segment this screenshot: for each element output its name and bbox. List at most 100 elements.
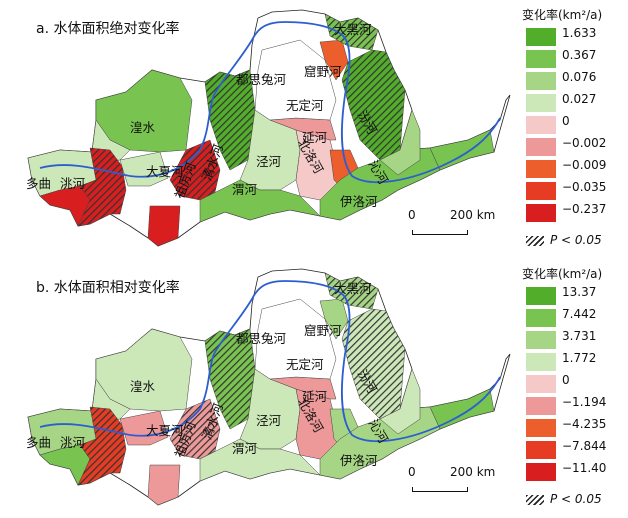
legend-b-label-1: 13.37	[562, 285, 597, 299]
legend-a-label-7: −0.009	[562, 158, 607, 172]
region-daxia	[119, 151, 169, 187]
legend-a-swatch-8	[526, 182, 556, 200]
legend-b-swatch-5	[526, 375, 556, 393]
legend-b-swatch-9	[526, 463, 556, 481]
legend-a-hatch-swatch	[526, 236, 544, 246]
label-dahei: 大黑河	[334, 281, 372, 296]
legend-b-swatch-8	[526, 441, 556, 459]
label-yanhe: 延河	[302, 130, 328, 145]
label-weihe: 渭河	[232, 441, 258, 456]
legend-a-swatch-3	[526, 72, 556, 90]
region-wuding	[254, 298, 337, 380]
legend-b-swatch-7	[526, 419, 556, 437]
legend-a-label-5: 0	[562, 114, 570, 128]
label-tao: 洮河	[60, 176, 86, 191]
legend-a-label-9: −0.237	[562, 202, 607, 216]
label-kuye: 窟野河	[304, 323, 342, 338]
label-daxia: 大夏河	[146, 164, 184, 179]
region-fenhe-hatch	[342, 309, 405, 419]
legend-a-title: 变化率(km²/a)	[522, 8, 603, 22]
region-qinhe	[379, 109, 421, 176]
legend-b-label-9: −11.40	[562, 461, 607, 475]
legend-a-swatch-1	[526, 28, 556, 46]
legend-a-label-4: 0.027	[562, 92, 597, 106]
legend-a-scale: 1.633 0.367 0.076 0.027 0 −0.002 −0.009 …	[522, 26, 628, 248]
legend-b-title: 变化率(km²/a)	[522, 267, 603, 281]
legend-b-label-5: 0	[562, 373, 570, 387]
label-huangshui: 湟水	[130, 120, 156, 135]
region-dahei-hatch	[325, 14, 378, 50]
panel-a-absolute-change: 湟水 大夏河 多曲 洮河 祖厉河 清水河 渭河 泾河 北洛河 延河 无定河 都思…	[26, 6, 628, 247]
legend-b-swatch-4	[526, 353, 556, 371]
panel-b-title: b. 水体面积相对变化率	[36, 280, 180, 296]
scale-bar-b: 0 200 km	[408, 465, 518, 495]
region-qinhe	[379, 368, 421, 435]
region-weihe	[199, 438, 321, 482]
region-lower	[429, 388, 495, 430]
legend-b-hatch-swatch	[526, 495, 544, 505]
legend-b-swatch-3	[526, 331, 556, 349]
legend-b-label-3: 3.731	[562, 329, 597, 343]
legend-a-label-2: 0.367	[562, 48, 597, 62]
label-kuye: 窟野河	[304, 64, 342, 79]
scale-b-distance: 200 km	[450, 465, 496, 479]
label-jinghe: 泾河	[256, 413, 282, 428]
region-wuding	[254, 39, 337, 121]
region-zuli-hatch	[170, 399, 220, 459]
label-weihe: 渭河	[232, 182, 258, 197]
region-tao-loss-hatch	[78, 148, 126, 226]
label-yiluo: 伊洛河	[340, 194, 378, 209]
legend-b-label-8: −7.844	[562, 439, 607, 453]
legend-a: 变化率(km²/a) 1.633 0.367 0.076 0.027 0 −0.…	[522, 6, 628, 247]
legend-a-swatch-4	[526, 94, 556, 112]
region-beiluo	[295, 129, 341, 201]
region-beiluo	[295, 388, 341, 460]
label-dougui: 都思兔河	[236, 72, 287, 87]
region-lower	[429, 129, 495, 171]
label-dahei: 大黑河	[334, 22, 372, 37]
label-jinghe: 泾河	[256, 154, 282, 169]
label-duqu: 多曲	[26, 176, 51, 191]
legend-b-significance: P < 0.05	[550, 492, 602, 506]
region-daxia	[119, 410, 169, 446]
scale-a-line	[412, 230, 468, 235]
legend-b-label-2: 7.442	[562, 307, 597, 321]
region-huangshui	[95, 69, 193, 153]
scale-bar-a: 0 200 km	[408, 208, 518, 238]
legend-b-swatch-6	[526, 397, 556, 415]
yellow-river-line	[39, 21, 501, 184]
legend-a-label-6: −0.002	[562, 136, 607, 150]
legend-a-swatch-6	[526, 138, 556, 156]
legend-b: 变化率(km²/a) 13.37 7.442 3.731 1.772 0 −1.…	[522, 265, 628, 506]
legend-b-label-7: −4.235	[562, 417, 607, 431]
legend-a-label-3: 0.076	[562, 70, 597, 84]
region-fenhe-hatch	[342, 50, 405, 160]
label-wuding: 无定河	[286, 98, 324, 113]
scale-b-zero: 0	[408, 465, 416, 479]
label-duqu: 多曲	[26, 435, 51, 450]
yellow-river-line	[39, 280, 501, 443]
label-wuding: 无定河	[286, 357, 324, 372]
scale-a-distance: 200 km	[450, 208, 496, 222]
region-qingshui-hatch	[205, 70, 255, 170]
region-dahei-hatch	[325, 273, 378, 309]
legend-a-label-1: 1.633	[562, 26, 597, 40]
legend-b-label-4: 1.772	[562, 351, 597, 365]
label-yiluo: 伊洛河	[340, 453, 378, 468]
region-zuli-hatch	[170, 140, 220, 200]
label-yanhe: 延河	[302, 389, 328, 404]
region-south-loss	[147, 205, 181, 247]
map-absolute-change: 湟水 大夏河 多曲 洮河 祖厉河 清水河 渭河 泾河 北洛河 延河 无定河 都思…	[26, 9, 511, 247]
label-huangshui: 湟水	[130, 379, 156, 394]
panel-a-title: a. 水体面积绝对变化率	[36, 21, 180, 37]
legend-a-swatch-5	[526, 116, 556, 134]
legend-b-swatch-1	[526, 287, 556, 305]
region-weihe	[199, 179, 321, 223]
scale-b-line	[412, 487, 468, 492]
legend-b-label-6: −1.194	[562, 395, 607, 409]
panel-b-relative-change: 湟水 大夏河 多曲 洮河 祖厉河 清水河 渭河 泾河 北洛河 延河 无定河 都思…	[0, 259, 628, 518]
region-qingshui-hatch	[205, 329, 255, 429]
scale-a-zero: 0	[408, 208, 416, 222]
region-tao-loss-hatch	[78, 407, 126, 485]
legend-a-significance: P < 0.05	[550, 233, 602, 247]
